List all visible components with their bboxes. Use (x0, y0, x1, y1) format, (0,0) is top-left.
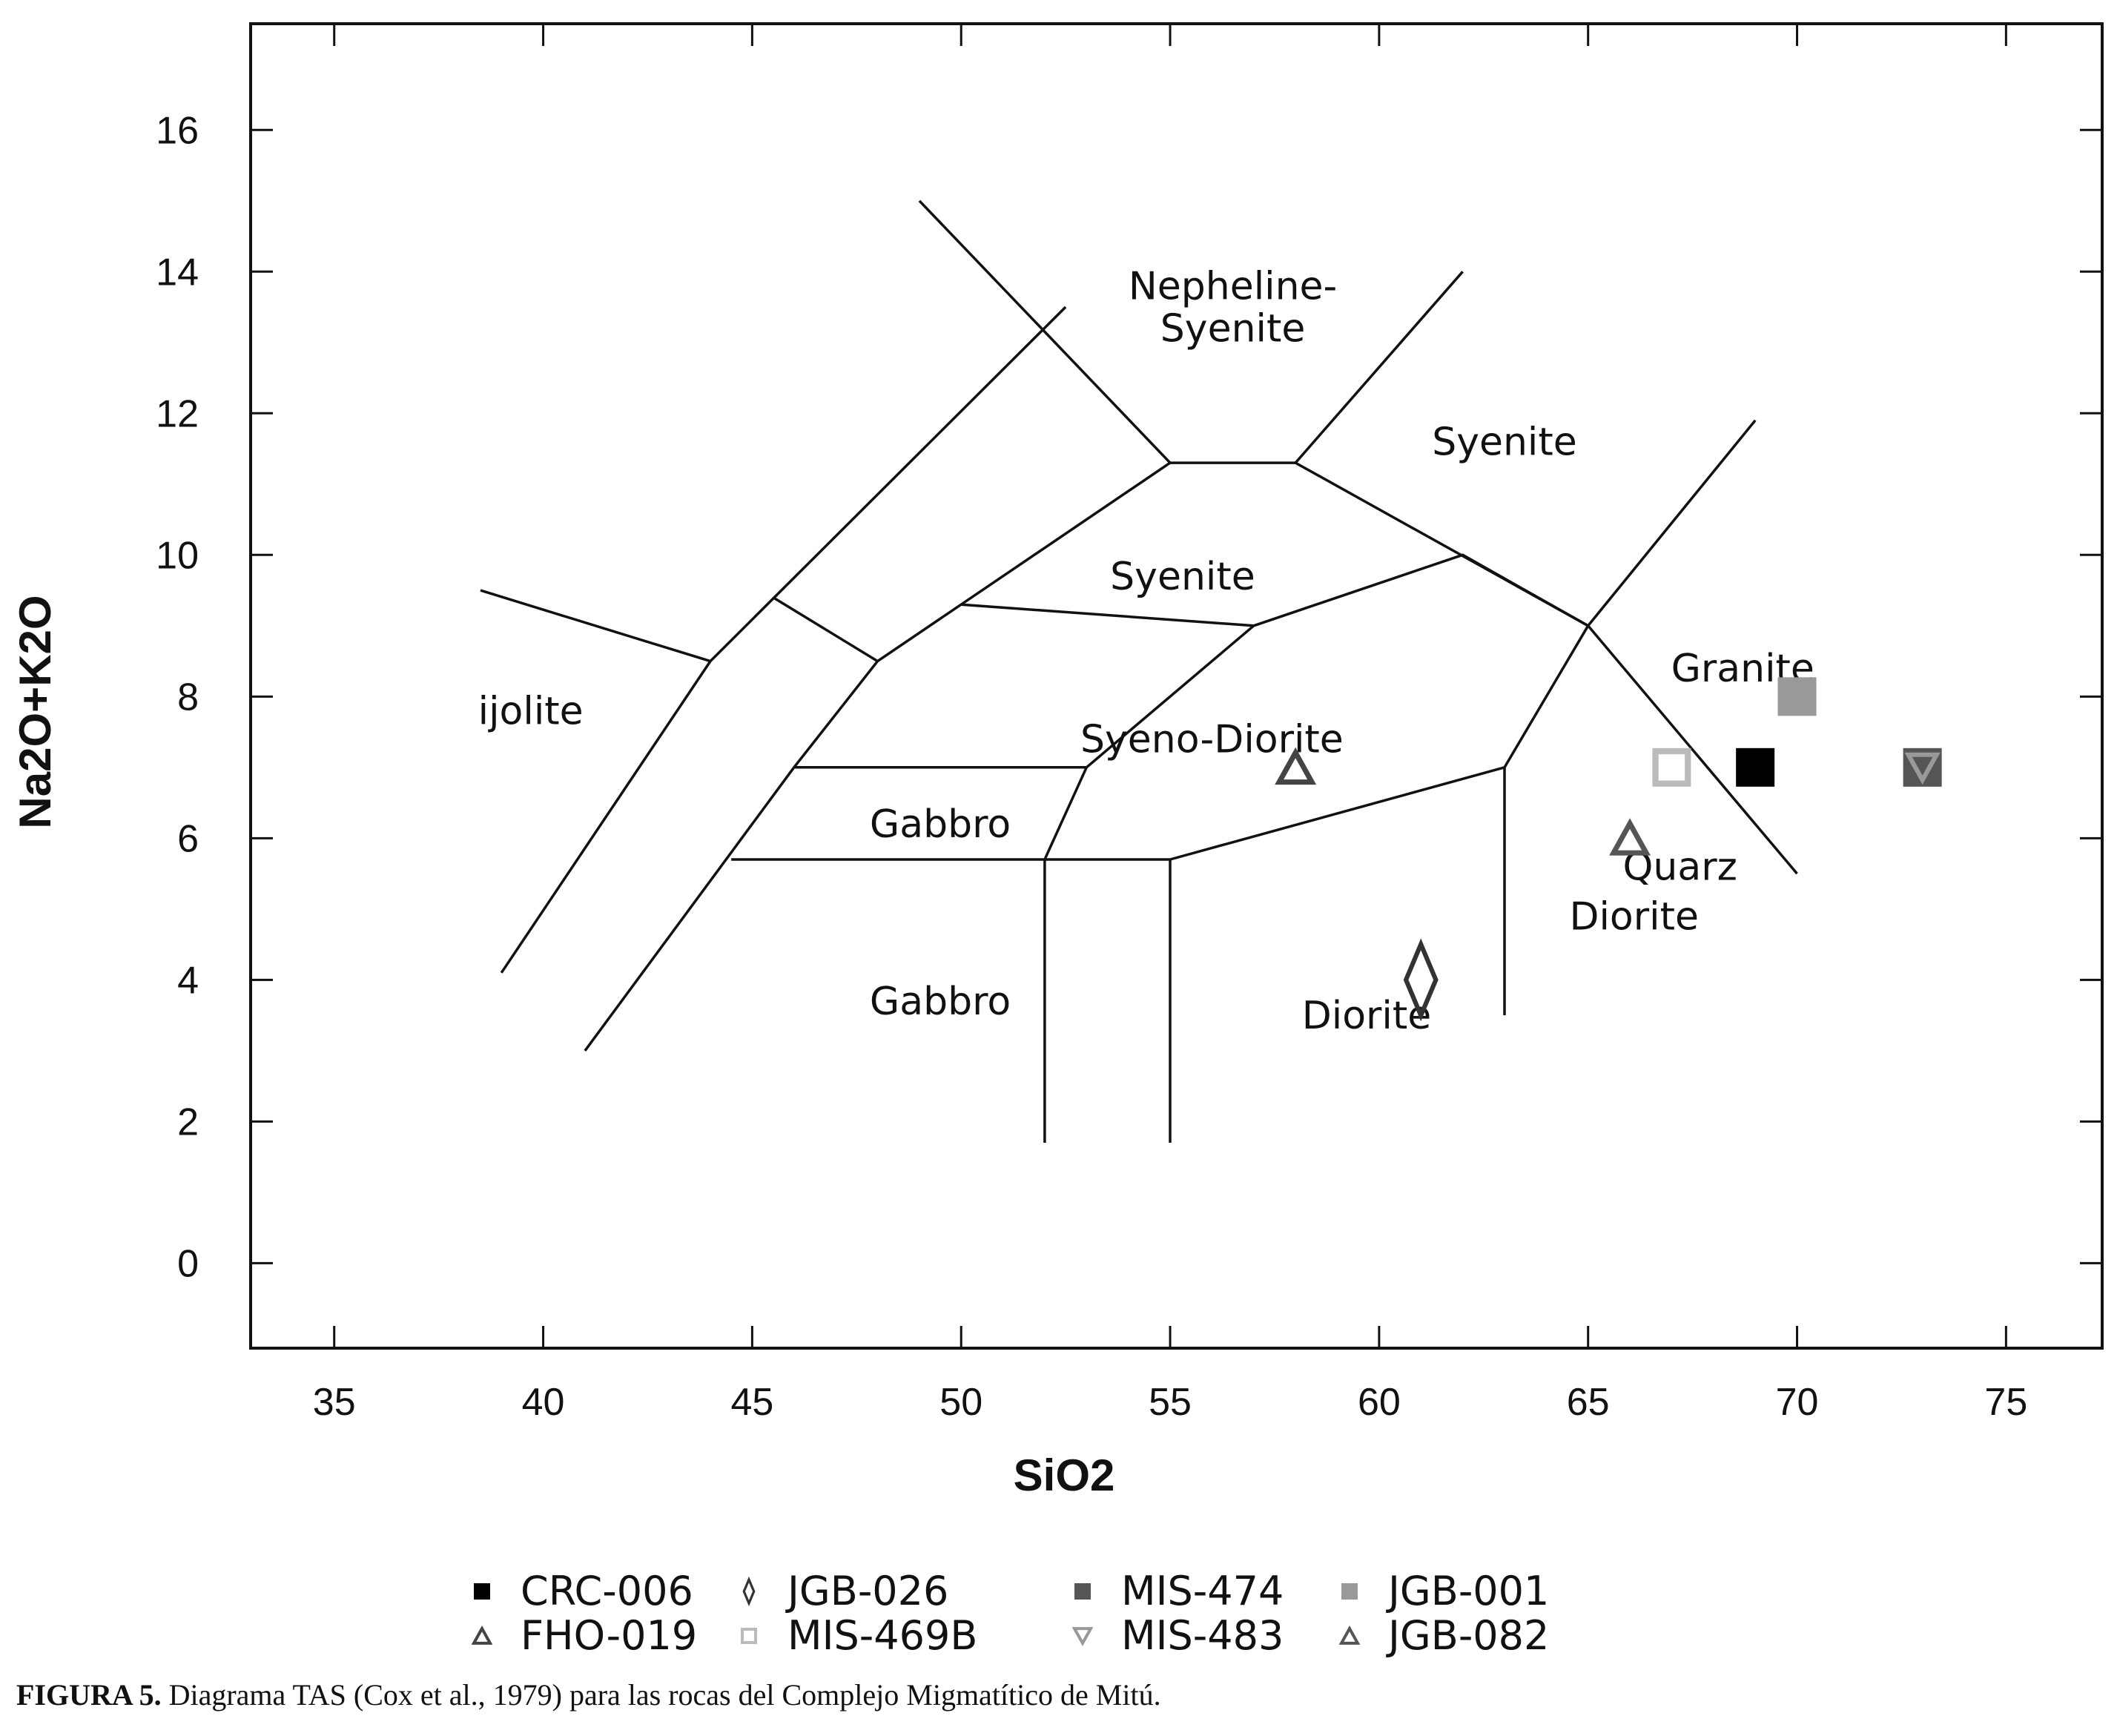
legend-marker-jgb-026 (742, 1576, 756, 1607)
legend-marker-jgb-001 (1341, 1583, 1358, 1600)
y-tick-label: 6 (177, 817, 199, 860)
x-tick-label: 60 (1358, 1381, 1401, 1424)
legend-label-mis-483: MIS-483 (1121, 1612, 1284, 1659)
field-boundary (918, 199, 1172, 464)
legend-marker-mis-474 (1074, 1583, 1091, 1600)
y-tick-label: 8 (177, 676, 199, 719)
x-tick-label: 50 (939, 1381, 982, 1424)
y-tick-label: 2 (177, 1100, 199, 1143)
field-boundary (480, 589, 711, 663)
data-point-mis-483 (1904, 752, 1941, 785)
y-tick-label: 12 (156, 392, 199, 435)
y-tick-label: 4 (177, 959, 199, 1002)
legend-label-fho-019: FHO-019 (521, 1612, 697, 1659)
data-point-jgb-001 (1777, 677, 1817, 716)
x-tick-label: 40 (522, 1381, 565, 1424)
region-label: ijolite (478, 689, 584, 733)
legend-label-jgb-001: JGB-001 (1386, 1568, 1549, 1614)
data-point-crc-006 (1736, 747, 1775, 787)
legend-label-crc-006: CRC-006 (521, 1568, 693, 1614)
y-tick-label: 14 (156, 251, 199, 294)
legend-marker-mis-483 (1071, 1627, 1094, 1647)
legend-label-jgb-026: JGB-026 (785, 1568, 948, 1614)
data-point-jgb-026 (1403, 938, 1439, 1022)
x-tick-label: 65 (1567, 1381, 1610, 1424)
field-boundary (1086, 553, 1589, 769)
field-boundary (961, 603, 1254, 627)
legend-label-mis-474: MIS-474 (1121, 1568, 1284, 1614)
data-point-jgb-082 (1609, 818, 1651, 856)
x-tick-label: 35 (313, 1381, 356, 1424)
figure-caption: FIGURA 5. Diagrama TAS (Cox et al., 1979… (16, 1677, 2093, 1712)
legend-marker-fho-019 (471, 1625, 493, 1645)
field-boundary (772, 596, 879, 663)
caption-text: Diagrama TAS (Cox et al., 1979) para las… (161, 1678, 1161, 1712)
data-point-mis-469b (1652, 747, 1691, 787)
plot-frame (249, 22, 2104, 1350)
legend-label-jgb-082: JGB-082 (1386, 1612, 1549, 1659)
region-label: Diorite (1569, 894, 1699, 939)
region-label: Gabbro (870, 980, 1011, 1024)
data-point-fho-019 (1275, 747, 1317, 785)
field-boundary (1043, 767, 1088, 860)
legend-marker-jgb-082 (1338, 1625, 1361, 1645)
region-label: Syenite (1110, 555, 1255, 599)
x-axis-title: SiO2 (1014, 1450, 1115, 1500)
region-label: Gabbro (870, 802, 1011, 847)
x-tick-label: 55 (1149, 1381, 1192, 1424)
y-tick-label: 10 (156, 534, 199, 577)
field-boundary (1294, 271, 1464, 464)
x-tick-label: 75 (1984, 1381, 2027, 1424)
region-label: Nepheline- (1129, 264, 1337, 308)
y-tick-label: 16 (156, 109, 199, 152)
legend-label-mis-469b: MIS-469B (787, 1612, 977, 1659)
x-tick-label: 70 (1776, 1381, 1819, 1424)
tas-diagram: Nepheline-SyeniteSyeniteSyeniteGraniteij… (10, 22, 2104, 1659)
caption-label: FIGURA 5. (16, 1678, 162, 1712)
region-label: Syeno-Diorite (1080, 718, 1344, 762)
region-label: Syenite (1160, 307, 1306, 352)
region-label: Syenite (1432, 420, 1577, 464)
legend-marker-crc-006 (474, 1583, 490, 1600)
field-boundary (500, 306, 1067, 974)
y-axis-title: Na2O+K2O (10, 595, 60, 828)
legend-marker-mis-469b (741, 1628, 757, 1644)
region-label: Diorite (1302, 994, 1432, 1038)
y-tick-label: 0 (177, 1242, 199, 1285)
x-tick-label: 45 (730, 1381, 773, 1424)
